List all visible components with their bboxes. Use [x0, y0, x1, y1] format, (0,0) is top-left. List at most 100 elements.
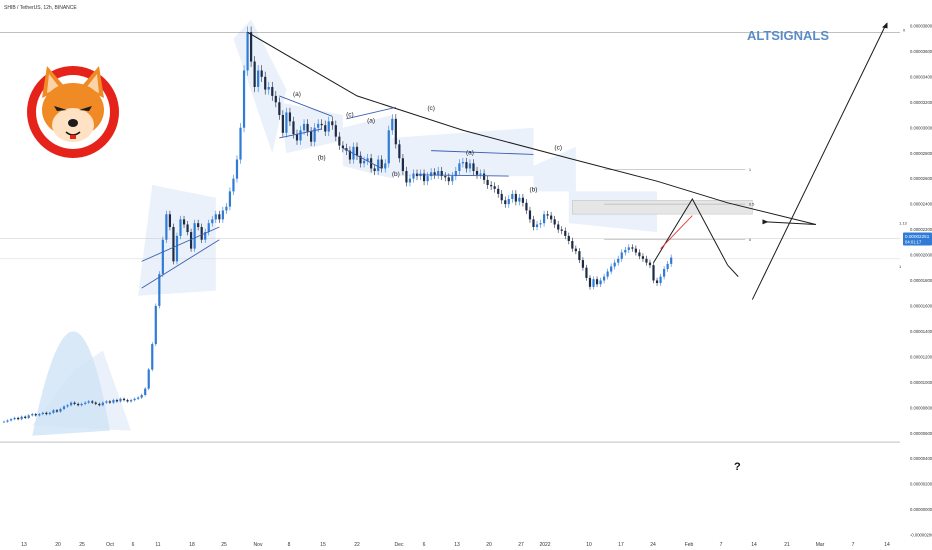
wedge-line-1 [141, 239, 220, 289]
candle-body [422, 173, 426, 182]
candle-body [317, 123, 320, 128]
candle-body [362, 160, 366, 164]
pattern-shading-4 [342, 115, 393, 179]
big-upward-arrow [751, 23, 887, 300]
candle-body [281, 115, 284, 133]
candle-body [408, 178, 412, 183]
candle-body [620, 252, 623, 259]
candle-body [493, 186, 496, 189]
candle-body [101, 402, 104, 406]
candle-body [341, 145, 344, 149]
candle-body [165, 214, 168, 240]
candle-body [246, 32, 249, 71]
candle-body [401, 158, 404, 171]
candle-body [581, 260, 585, 268]
fib-label-0: 1 [749, 167, 752, 172]
candle-body [302, 123, 306, 131]
candle-body [62, 406, 66, 409]
candle-body [2, 421, 6, 423]
candle-body [585, 267, 588, 278]
candle-body [108, 401, 111, 403]
candle-body [80, 403, 83, 406]
candle-body [200, 227, 203, 240]
candle-body [52, 410, 55, 413]
candle-body [122, 398, 126, 401]
x-tick-label: 13 [454, 542, 460, 548]
candle-body [507, 199, 510, 205]
candle-body [645, 258, 648, 263]
candle-body [588, 277, 592, 287]
candle-body [511, 193, 514, 199]
candle-body [479, 173, 482, 175]
y-tick-label: 0.00003400 [910, 74, 932, 79]
candle-body [514, 193, 517, 202]
candle-body [41, 412, 44, 415]
candle-body [380, 159, 383, 169]
candle-body [207, 223, 210, 233]
candle-body [154, 305, 157, 345]
time-axis: 13 20 25 Oct 6 11 18 25 Nov 8 15 22 Dec 6 13 20 27 2022 10… [21, 542, 890, 548]
x-tick-label: 6 [132, 542, 135, 548]
candle-body [91, 401, 94, 403]
x-tick-label: 17 [618, 542, 624, 548]
candle-body [242, 70, 246, 128]
y-tick-label: 0.00000400 [910, 456, 932, 461]
candle-body [129, 400, 133, 402]
start-glow-shape [32, 331, 110, 436]
candle-body [94, 402, 97, 404]
candle-body [239, 127, 242, 160]
candle-body [405, 171, 408, 183]
candle-body [211, 219, 214, 224]
candle-body [182, 219, 186, 225]
drawings-layer [141, 22, 888, 300]
candle-body [535, 224, 539, 227]
candle-body [631, 247, 634, 249]
wave-label-0: (a) [293, 91, 301, 98]
candle-body [313, 127, 316, 142]
candle-body [288, 112, 292, 122]
candle-body [613, 262, 616, 267]
shiba-face-icon [42, 66, 104, 142]
candle-body [66, 405, 69, 407]
candle-body [218, 214, 221, 220]
candle-body [48, 412, 51, 415]
x-tick-label: 15 [320, 542, 326, 548]
candle-body [235, 159, 239, 179]
candle-body [490, 185, 493, 187]
y-tick-label: 0.00002200 [910, 227, 932, 232]
candle-body [617, 258, 620, 263]
candle-body [659, 276, 662, 283]
x-tick-label: 27 [518, 542, 524, 548]
candle-body [34, 414, 37, 416]
candle-body [518, 197, 521, 202]
candle-body [627, 247, 630, 250]
x-tick-label: 25 [221, 542, 227, 548]
x-tick-label: 8 [288, 542, 291, 548]
price-axis: 0.00003800 0.00003600 0.00003400 0.00003200… [899, 24, 932, 538]
x-tick-label: Feb [685, 542, 694, 548]
candle-body [172, 227, 175, 262]
candle-body [105, 401, 108, 403]
candle-body [274, 95, 277, 103]
projected-path [653, 197, 729, 266]
candle-body [27, 415, 30, 418]
wave-labels-layer: (a) (b) (c) (a) (b) (c) (a) (b) (c) [293, 91, 562, 193]
candle-body [560, 229, 563, 231]
candle-body [564, 230, 567, 236]
price-badge-countdown: 04:01:17 [905, 239, 922, 244]
candle-body [137, 397, 140, 399]
x-tick-label: 6 [423, 542, 426, 548]
pattern-shading-6 [533, 146, 576, 192]
candle-body [525, 202, 528, 211]
y-tick-label: 0.00001200 [910, 354, 932, 359]
right-axis-top-label: 0 [903, 27, 906, 32]
candle-body [6, 420, 9, 422]
candle-body [45, 412, 48, 415]
candle-body [84, 402, 87, 404]
candle-body [433, 172, 436, 175]
candle-body [666, 263, 669, 269]
candle-body [444, 176, 447, 178]
y-tick-label: 0.00001800 [910, 278, 932, 283]
